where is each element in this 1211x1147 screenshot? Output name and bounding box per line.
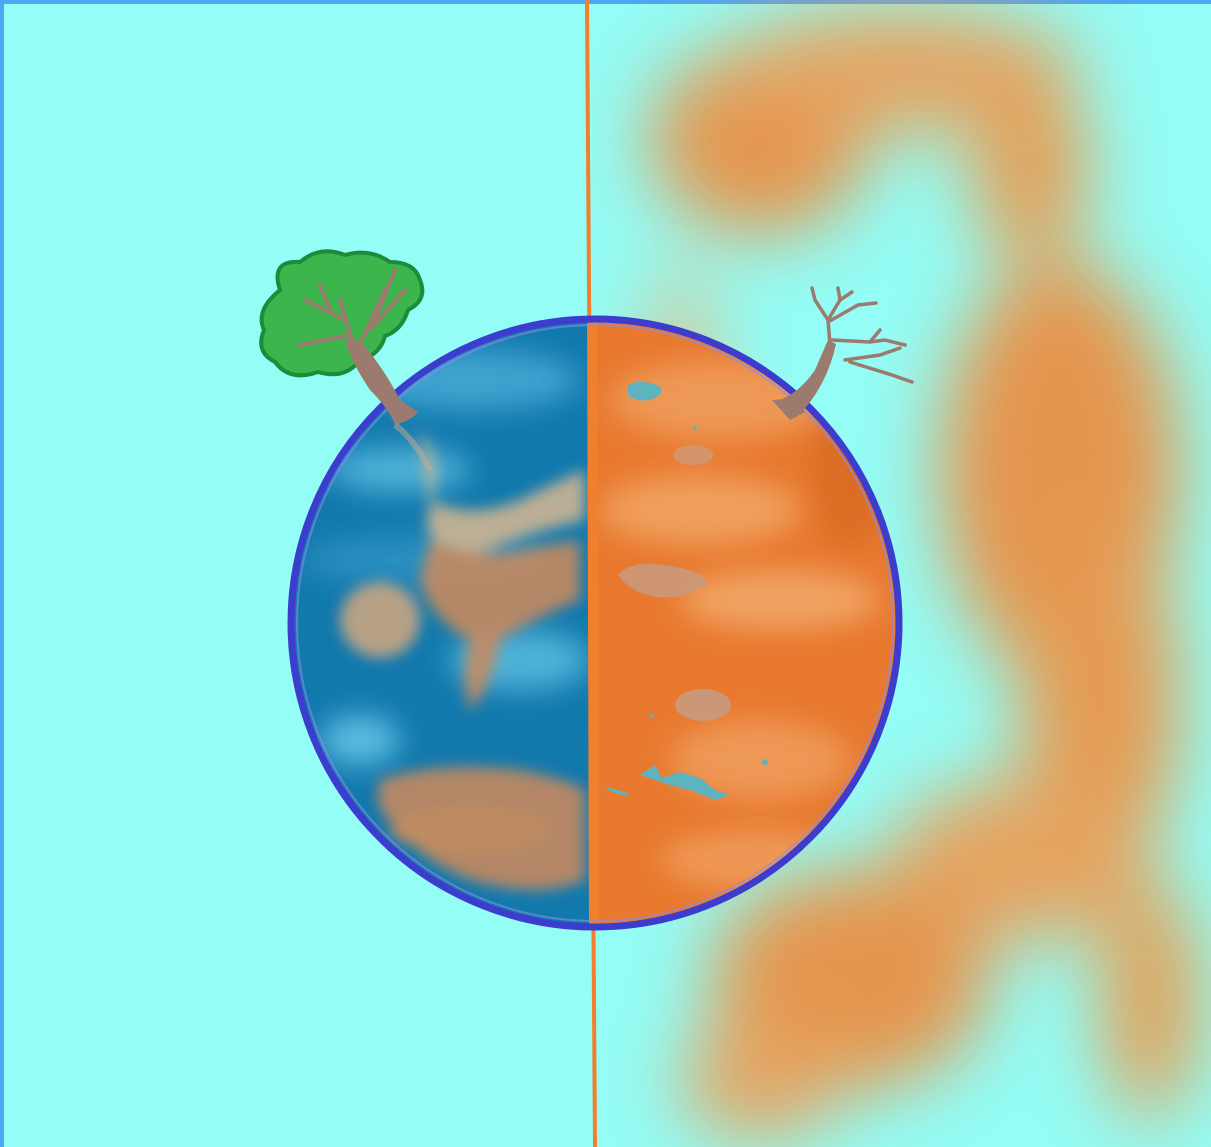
dead-tree-icon — [772, 286, 914, 420]
dry-lake-4 — [675, 689, 731, 721]
dry-lake-5 — [640, 765, 730, 800]
green-tree-icon — [259, 249, 433, 472]
dry-lake-2 — [673, 445, 713, 465]
dry-lake-3 — [618, 563, 708, 598]
dry-lake-1 — [628, 381, 662, 401]
